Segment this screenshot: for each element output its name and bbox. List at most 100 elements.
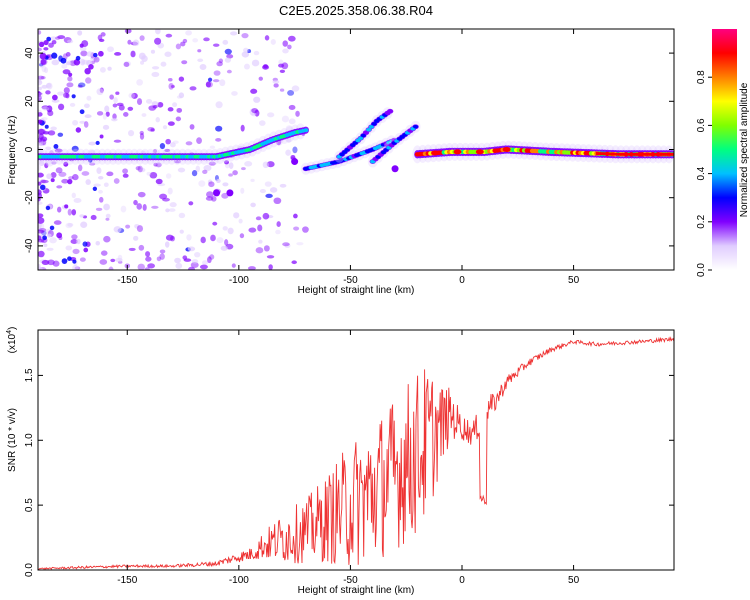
ridge-peak [644, 152, 648, 156]
noise-speck [165, 138, 171, 145]
noise-speck [228, 162, 234, 169]
noise-speck [268, 264, 273, 270]
noise-speck [198, 180, 206, 187]
ridge-peak [627, 152, 631, 156]
noise-speck [55, 167, 63, 174]
noise-speck [40, 76, 46, 80]
ridge-peak [629, 152, 633, 156]
noise-speck [103, 182, 109, 187]
noise-speck [224, 239, 229, 246]
noise-speck [79, 43, 84, 48]
noise-speck [93, 183, 101, 187]
noise-speck [115, 91, 120, 95]
snr-scale-label: (x104) [6, 327, 18, 354]
noise-speck [95, 140, 100, 146]
spectrogram-x-axis-label: Height of straight line (km) [298, 285, 415, 296]
noise-speck [60, 57, 67, 64]
noise-speck [73, 198, 82, 204]
noise-speck [241, 33, 249, 39]
noise-speck [182, 255, 188, 260]
noise-speck [174, 160, 181, 164]
noise-speck [279, 183, 287, 188]
spectrogram-x-tick-label: 0 [459, 275, 465, 286]
noise-speck [147, 263, 155, 269]
ridge-peak [502, 147, 511, 152]
noise-speck [241, 167, 246, 171]
noise-speck [85, 77, 92, 84]
noise-speck [96, 111, 104, 116]
noise-speck [292, 146, 298, 154]
noise-speck [43, 243, 48, 248]
noise-speck [255, 216, 262, 221]
noise-speck [38, 92, 43, 99]
ridge-peak [656, 152, 660, 156]
ridge-peak [642, 152, 646, 156]
noise-speck [178, 76, 185, 82]
noise-speck [93, 56, 100, 63]
noise-speck [178, 212, 186, 219]
noise-speck [288, 104, 296, 111]
noise-speck [47, 233, 52, 238]
noise-speck [243, 47, 249, 53]
noise-speck [220, 245, 228, 251]
noise-speck [136, 203, 143, 210]
noise-speck [112, 103, 118, 108]
noise-speck [291, 260, 297, 265]
noise-speck [293, 226, 300, 231]
noise-speck [115, 257, 123, 263]
ridge-peak [602, 152, 606, 156]
ridge-core [366, 127, 372, 132]
noise-speck [47, 259, 55, 266]
noise-speck [151, 101, 159, 107]
noise-speck [38, 128, 46, 135]
noise-speck [72, 259, 77, 264]
noise-speck [38, 86, 43, 91]
noise-speck [71, 234, 78, 240]
noise-speck [136, 79, 144, 86]
noise-speck [210, 234, 216, 242]
noise-speck [281, 115, 290, 123]
noise-speck [224, 57, 231, 63]
noise-speck [175, 116, 182, 122]
noise-speck [45, 83, 52, 88]
noise-speck [244, 161, 253, 167]
noise-speck [275, 229, 281, 235]
noise-speck [98, 50, 104, 57]
noise-speck [47, 130, 56, 136]
noise-speck [208, 161, 216, 166]
noise-speck [195, 165, 201, 173]
ridge-peak [615, 152, 619, 156]
noise-speck [38, 133, 44, 140]
noise-speck [250, 202, 256, 208]
noise-speck [56, 232, 63, 239]
noise-speck [113, 97, 118, 104]
noise-speck [38, 235, 42, 241]
noise-speck [232, 170, 238, 176]
noise-speck [38, 47, 42, 52]
noise-speck [179, 229, 184, 234]
noise-speck [84, 114, 92, 119]
noise-speck [154, 37, 162, 45]
noise-speck [81, 171, 90, 176]
noise-speck [209, 145, 216, 149]
noise-speck [52, 94, 58, 101]
noise-speck [117, 254, 123, 261]
noise-speck [89, 150, 95, 154]
noise-speck [44, 162, 49, 169]
noise-speck [175, 43, 182, 50]
noise-speck [50, 36, 57, 41]
noise-speck [250, 178, 255, 183]
noise-speck [71, 145, 79, 152]
noise-speck [100, 67, 106, 73]
noise-speck [57, 132, 64, 137]
snr-series-line [38, 336, 674, 570]
noise-speck [40, 59, 47, 65]
noise-speck [302, 226, 309, 233]
noise-speck [202, 260, 209, 266]
noise-speck [222, 182, 229, 187]
noise-speck [162, 125, 168, 130]
noise-speck [98, 189, 103, 194]
noise-speck [102, 124, 110, 130]
noise-speck [251, 59, 260, 67]
noise-speck [41, 65, 47, 73]
